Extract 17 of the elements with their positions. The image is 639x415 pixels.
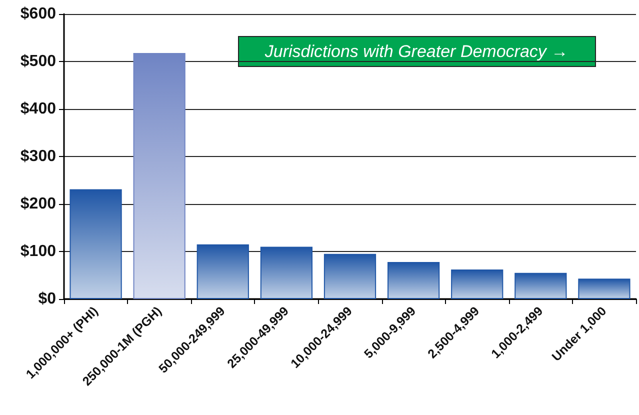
y-tick-label: $500 — [20, 53, 56, 70]
bar — [388, 262, 440, 299]
annotation: Jurisdictions with Greater Democracy → — [264, 42, 568, 61]
bar — [196, 244, 249, 299]
bar — [70, 189, 122, 299]
bar — [324, 254, 376, 299]
y-tick-label: $0 — [38, 290, 56, 308]
bar — [133, 52, 186, 299]
bar — [451, 270, 504, 299]
y-tick-label: $200 — [20, 196, 56, 212]
y-tick-label: $600 — [20, 6, 56, 22]
y-tick-label: $100 — [20, 243, 56, 260]
bar — [260, 246, 312, 299]
bar — [578, 278, 630, 299]
y-tick-label: $400 — [20, 100, 56, 118]
y-tick-label: $300 — [20, 148, 56, 165]
bar — [514, 272, 567, 299]
